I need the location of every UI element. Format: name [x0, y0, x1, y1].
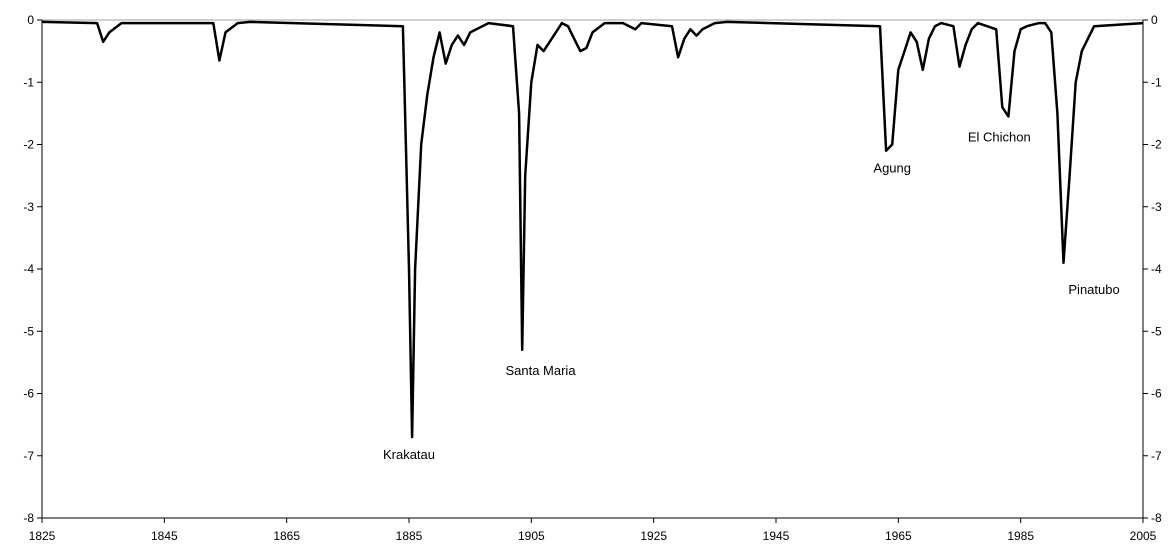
y-tick-label-right: -5 — [1151, 324, 1162, 338]
annotations: Krakatau Santa Maria Agung El Chichon Pinatu… — [383, 129, 1120, 461]
annotation-label: Santa Maria — [505, 363, 576, 378]
y-tick-label-right: -1 — [1151, 75, 1162, 89]
y-tick-label-left: -5 — [23, 324, 34, 338]
y-tick-label-right: -2 — [1151, 138, 1162, 152]
x-tick-label: 1845 — [151, 529, 178, 543]
y-tick-label-right: 0 — [1151, 13, 1158, 27]
x-tick-label: 1865 — [273, 529, 300, 543]
x-tick-label: 1965 — [885, 529, 912, 543]
y-tick-label-left: -8 — [23, 511, 34, 525]
y-tick-label-left: -4 — [23, 262, 34, 276]
y-tick-label-left: -3 — [23, 200, 34, 214]
x-tick-label: 1945 — [763, 529, 790, 543]
x-tick-label: 1985 — [1007, 529, 1034, 543]
x-tick-label: 1905 — [518, 529, 545, 543]
y-tick-label-right: -8 — [1151, 511, 1162, 525]
x-tick-label: 1885 — [396, 529, 423, 543]
annotation-label: El Chichon — [968, 129, 1031, 144]
x-tick-label: 1825 — [29, 529, 56, 543]
y-tick-label-right: -4 — [1151, 262, 1162, 276]
y-tick-label-right: -7 — [1151, 449, 1162, 463]
y-tick-label-left: -7 — [23, 449, 34, 463]
y-tick-label-left: -6 — [23, 387, 34, 401]
series-line — [41, 20, 1144, 439]
annotation-label: Krakatau — [383, 447, 435, 462]
series-group — [41, 20, 1144, 439]
y-tick-label-left: -2 — [23, 138, 34, 152]
y-tick-label-left: -1 — [23, 75, 34, 89]
annotation-label: Pinatubo — [1068, 282, 1119, 297]
y-tick-label-left: 0 — [27, 13, 34, 27]
axes: 0 0 -1 -1 -2 -2 -3 -3 -4 -4 -5 -5 -6 -6 -7 -7 -8 -8 1825 18… — [23, 13, 1162, 543]
y-tick-label-right: -6 — [1151, 387, 1162, 401]
annotation-label: Agung — [873, 161, 911, 176]
x-tick-label: 1925 — [640, 529, 667, 543]
y-tick-label-right: -3 — [1151, 200, 1162, 214]
x-tick-label: 2005 — [1130, 529, 1157, 543]
